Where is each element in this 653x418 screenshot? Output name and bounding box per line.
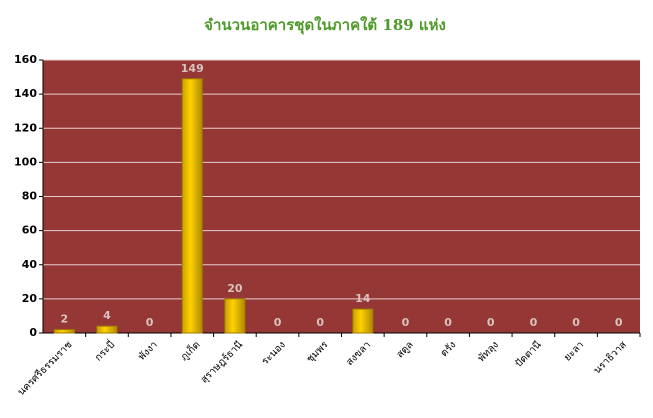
data-label: 14 (355, 292, 371, 305)
x-tick-label: สงขลา (344, 339, 373, 368)
bar (53, 329, 75, 334)
x-tick-label: สตูล (395, 339, 416, 360)
data-label: 0 (316, 316, 324, 329)
data-label: 0 (402, 316, 410, 329)
data-label: 0 (274, 316, 282, 329)
y-tick-label: 140 (14, 87, 37, 100)
bar (181, 78, 203, 334)
x-tick-label: ยะลา (562, 339, 586, 363)
data-label: 0 (444, 316, 452, 329)
y-tick-label: 20 (22, 292, 38, 305)
data-label: 0 (530, 316, 538, 329)
bar (96, 325, 118, 334)
x-tick-label: ระนอง (260, 339, 288, 367)
x-tick-label: นราธิวาส (592, 339, 629, 376)
data-label: 0 (572, 316, 580, 329)
x-tick-label: สุราษฎร์ธานี (198, 339, 245, 386)
data-label: 149 (181, 62, 204, 75)
bar (352, 308, 374, 334)
y-tick-label: 160 (14, 53, 37, 66)
y-tick-label: 40 (22, 258, 38, 271)
x-tick-label: พังงา (137, 339, 160, 362)
x-tick-label: ชุมพร (305, 339, 331, 365)
data-label: 0 (615, 316, 623, 329)
x-tick-label: นครศรีธรรมราช (15, 339, 74, 398)
x-tick-label: พัทลุง (476, 339, 501, 364)
x-tick-label: ภูเก็ต (177, 337, 203, 363)
y-tick-label: 80 (22, 190, 38, 203)
y-tick-label: 100 (14, 155, 37, 168)
data-label: 4 (103, 309, 111, 322)
data-label: 20 (227, 282, 243, 295)
y-tick-label: 0 (29, 326, 37, 339)
data-label: 0 (487, 316, 495, 329)
x-tick-label: ตรัง (439, 339, 459, 359)
x-tick-label: กระบี่ (91, 337, 117, 363)
data-label: 2 (60, 313, 68, 326)
bar (224, 298, 246, 334)
y-tick-label: 60 (22, 224, 38, 237)
chart-title: จำนวนอาคารชุดในภาคใต้ 189 แห่ง (204, 16, 446, 35)
y-tick-label: 120 (14, 121, 37, 134)
x-tick-label: ปัตตานี (513, 339, 544, 370)
data-label: 0 (146, 316, 154, 329)
